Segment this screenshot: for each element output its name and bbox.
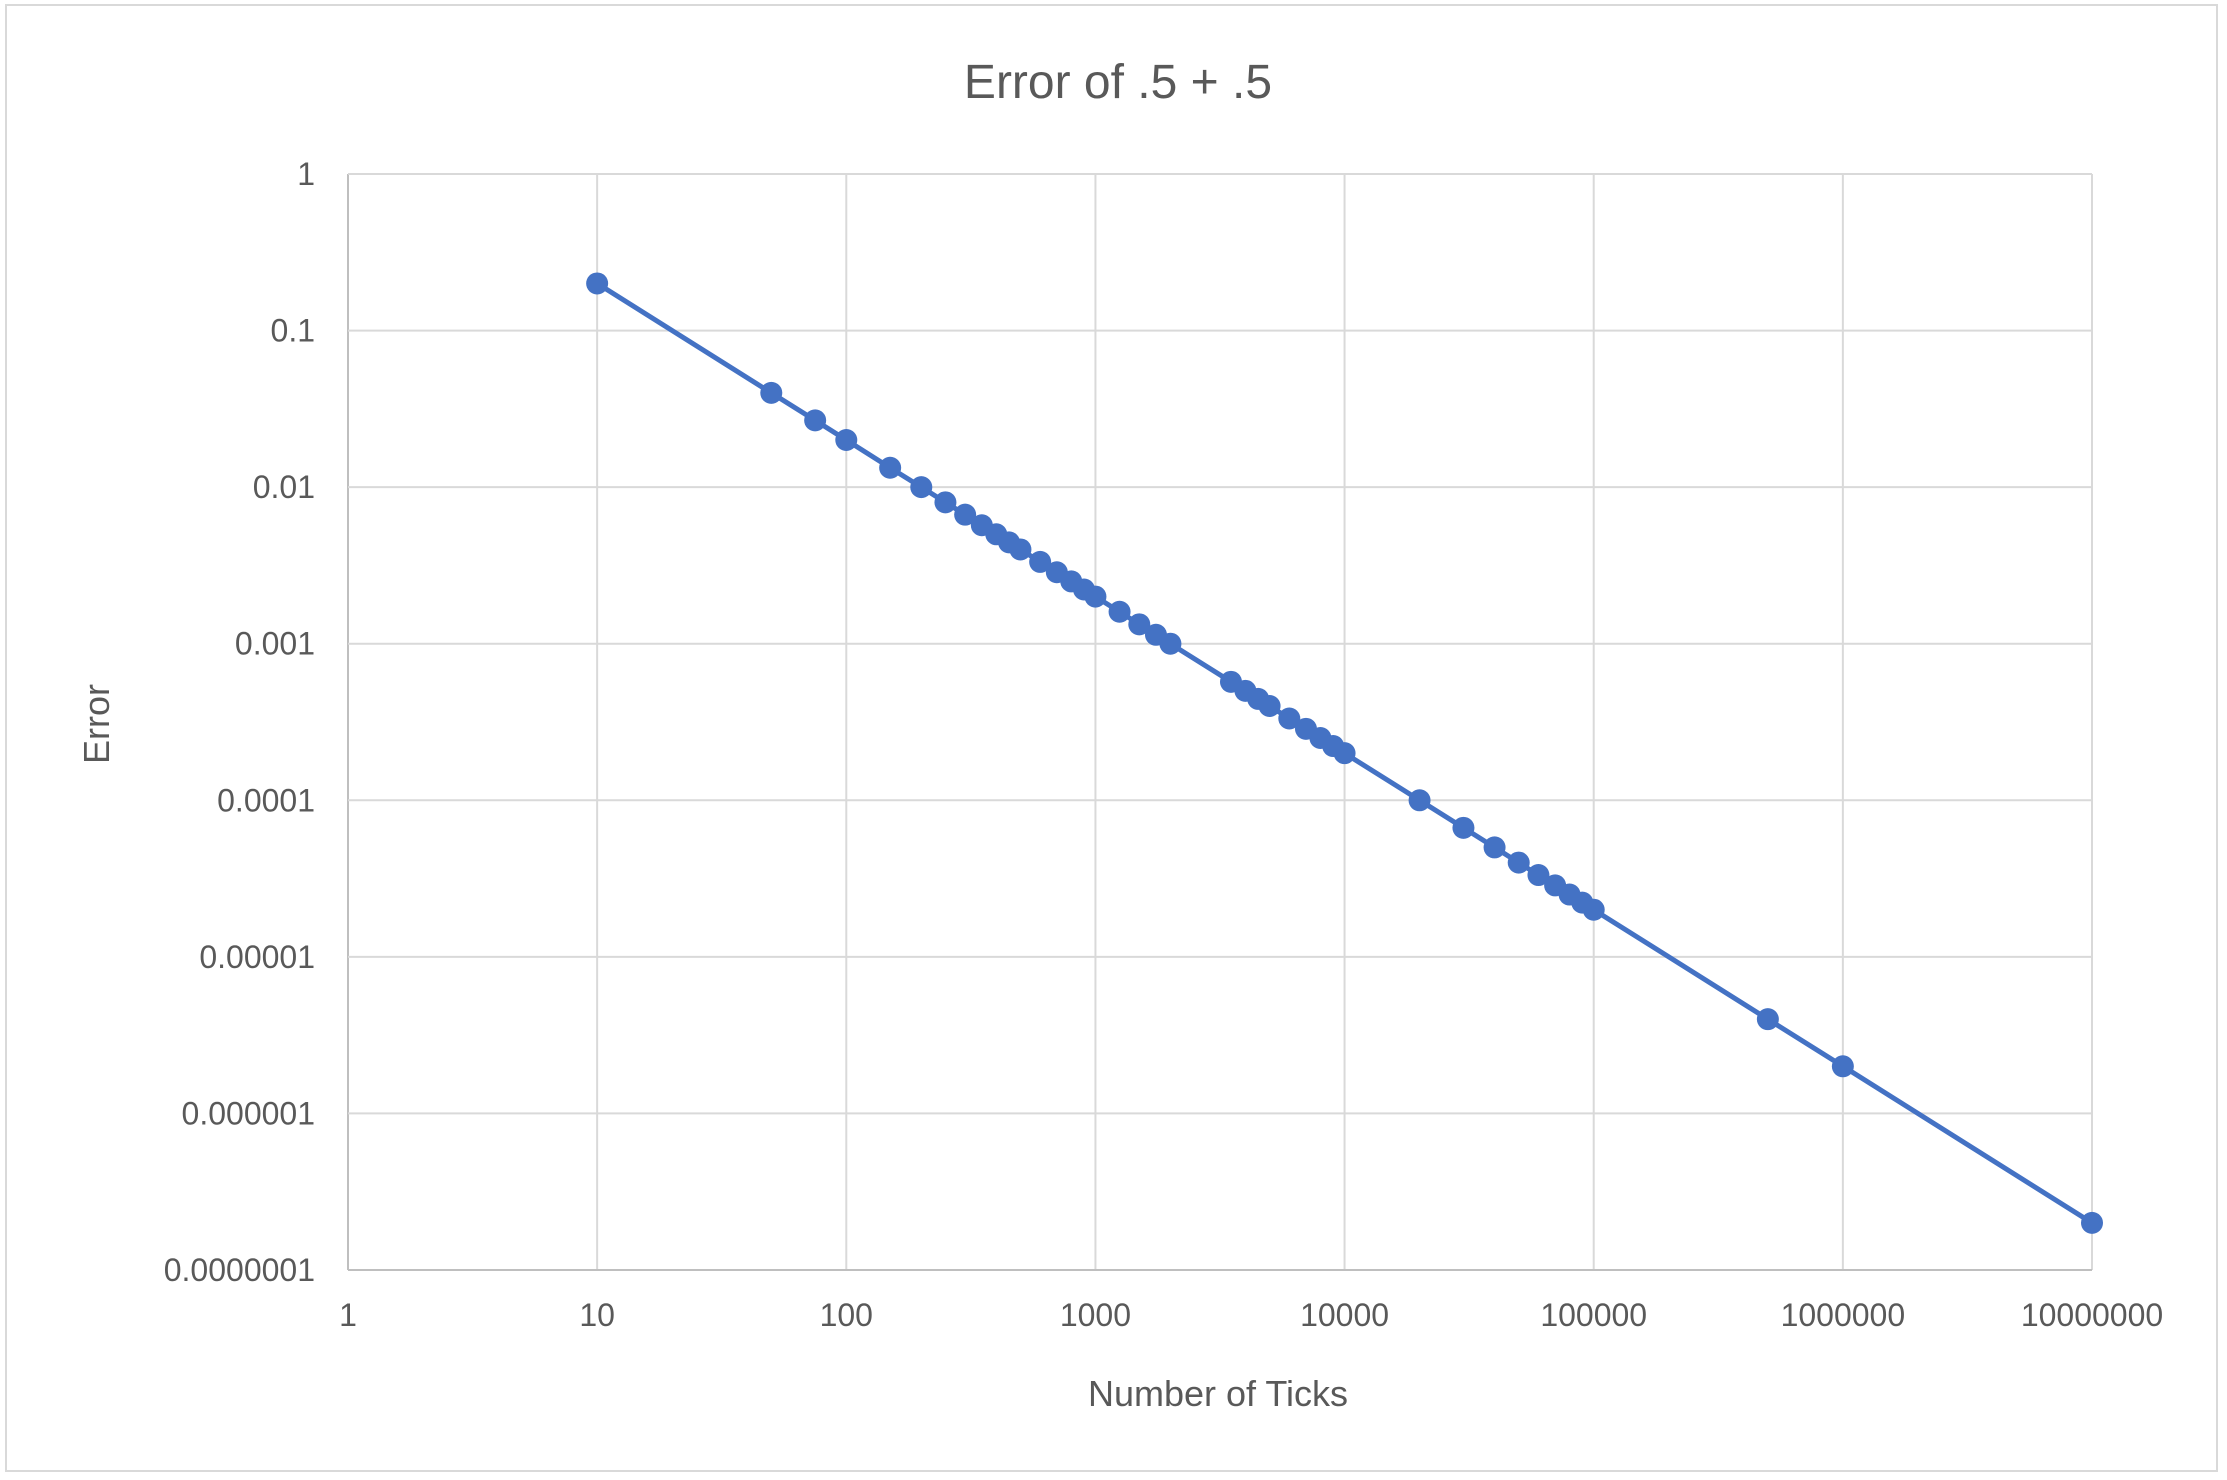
y-tick-label: 0.000001 xyxy=(182,1095,315,1131)
data-point xyxy=(1452,816,1475,839)
data-point xyxy=(1831,1055,1854,1078)
x-axis-title: Number of Ticks xyxy=(1088,1373,1348,1414)
y-axis-ticks: 1 0.1 0.01 0.001 0.0001 0.00001 0.000001 0.0000… xyxy=(164,156,315,1288)
chart-area: Error of .5 + .5 1 10 100 1000 10000 100000 10… xyxy=(5,4,2218,1472)
data-point xyxy=(804,409,827,432)
y-tick-label: 0.0001 xyxy=(217,782,315,818)
data-point xyxy=(1278,707,1301,730)
x-tick-label: 100000 xyxy=(1540,1297,1647,1333)
y-tick-label: 0.0000001 xyxy=(164,1252,315,1288)
y-tick-label: 0.001 xyxy=(235,626,315,662)
y-tick-label: 0.1 xyxy=(271,313,315,349)
y-tick-label: 0.00001 xyxy=(199,939,315,975)
data-point xyxy=(879,456,902,479)
data-point xyxy=(1527,864,1550,887)
x-tick-label: 10 xyxy=(579,1297,615,1333)
data-point xyxy=(835,429,858,452)
data-point xyxy=(1258,695,1281,718)
data-point xyxy=(954,503,977,526)
x-axis-ticks: 1 10 100 1000 10000 100000 1000000 10000000 xyxy=(339,1297,2163,1333)
data-point xyxy=(1084,585,1107,608)
data-point xyxy=(1128,613,1151,636)
chart-canvas: Error of .5 + .5 1 10 100 1000 10000 100000 10… xyxy=(76,56,2163,1414)
data-point xyxy=(2081,1211,2103,1234)
gridlines xyxy=(347,173,2093,1271)
y-tick-label: 1 xyxy=(297,156,315,192)
x-tick-label: 100 xyxy=(820,1297,873,1333)
data-point xyxy=(1483,836,1506,859)
data-point xyxy=(1009,538,1032,561)
data-point xyxy=(1333,742,1356,765)
data-point xyxy=(1159,632,1182,655)
x-tick-label: 10000000 xyxy=(2021,1297,2163,1333)
x-tick-label: 10000 xyxy=(1300,1297,1389,1333)
x-tick-label: 1000000 xyxy=(1781,1297,1906,1333)
x-tick-label: 1 xyxy=(339,1297,357,1333)
data-point xyxy=(760,381,783,404)
data-point xyxy=(1408,789,1431,812)
x-tick-label: 1000 xyxy=(1060,1297,1131,1333)
data-point xyxy=(910,476,933,499)
series-layer xyxy=(586,272,2103,1234)
y-axis-title: Error xyxy=(76,684,117,764)
data-point xyxy=(934,491,957,514)
data-point xyxy=(586,272,609,295)
data-point xyxy=(1029,550,1052,573)
data-point xyxy=(1108,600,1131,623)
data-point xyxy=(1507,851,1530,874)
data-point xyxy=(1582,898,1605,921)
data-point xyxy=(1756,1008,1779,1031)
y-tick-label: 0.01 xyxy=(253,469,315,505)
chart-title: Error of .5 + .5 xyxy=(964,56,1272,109)
